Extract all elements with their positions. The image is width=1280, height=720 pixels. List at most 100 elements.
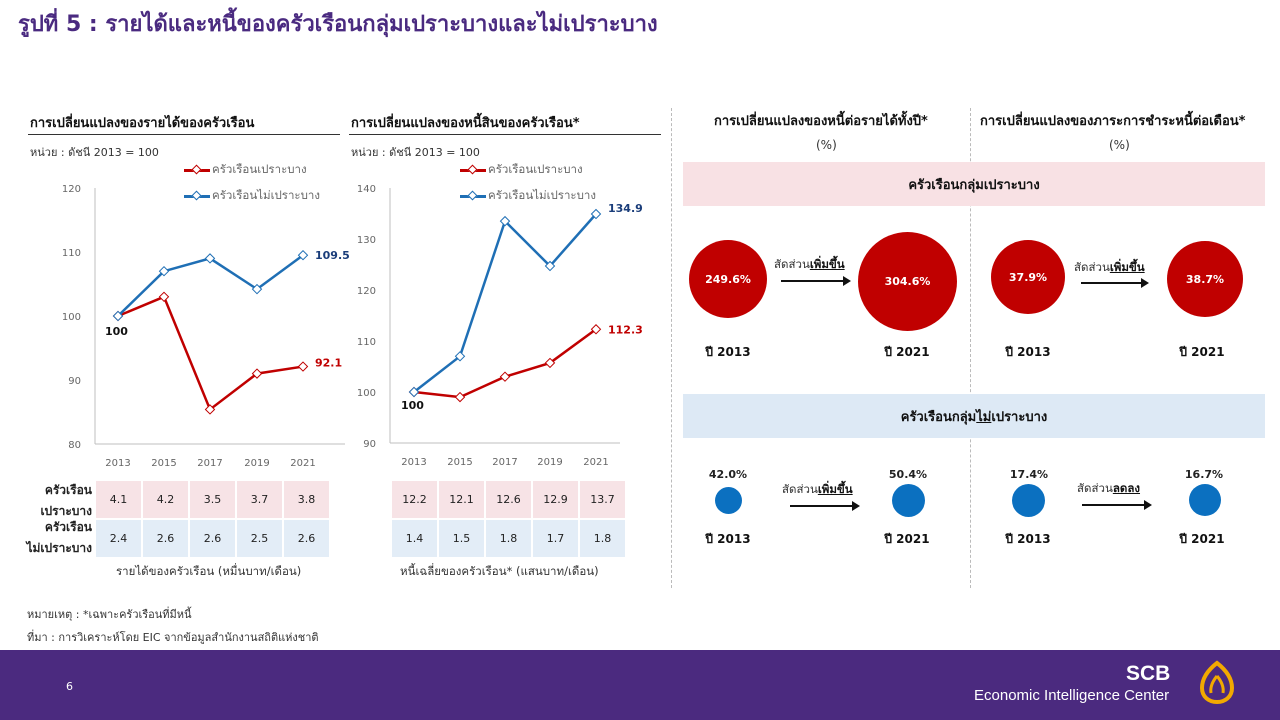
dsr-title: การเปลี่ยนแปลงของภาระการชำระหนี้ต่อเดือน… — [980, 114, 1246, 129]
change-word: เพิ่มขึ้น — [1109, 260, 1145, 274]
table-cell: 2.6 — [143, 520, 188, 557]
divider-right — [970, 108, 971, 588]
legend-line-blue — [460, 190, 486, 200]
table-cell: 12.6 — [486, 481, 531, 518]
end-label-non-vulnerable: 109.5 — [315, 249, 350, 262]
series-line-0 — [413, 328, 597, 399]
y-tick-label: 90 — [68, 376, 81, 387]
x-tick-label: 2019 — [244, 458, 269, 469]
vulnerable-dsr-year-2021: ปี 2021 — [1179, 345, 1225, 359]
table-cell: 2.6 — [284, 520, 329, 557]
y-tick-label: 80 — [68, 440, 81, 451]
non-vulnerable-dsr-2013-value: 17.4% — [1009, 468, 1049, 481]
page-number: 6 — [66, 680, 73, 693]
table-cell: 13.7 — [580, 481, 625, 518]
table-cell: 2.4 — [96, 520, 141, 557]
data-point-marker — [454, 351, 466, 362]
circle-value: 37.9% — [1008, 270, 1048, 284]
income-chart-title: การเปลี่ยนแปลงของรายได้ของครัวเรือน — [30, 116, 255, 131]
income-legend-non-vulnerable-label: ครัวเรือนไม่เปราะบาง — [212, 188, 320, 202]
vulnerable-dti-arrow — [781, 276, 851, 286]
x-tick-label: 2019 — [537, 457, 562, 468]
table-cell: 1.7 — [533, 520, 578, 557]
data-point-marker — [158, 265, 170, 277]
start-value-label: 100 — [105, 325, 128, 338]
non-vulnerable-dsr-arrow — [1082, 500, 1152, 510]
vulnerable-dti-year-2021: ปี 2021 — [884, 345, 930, 359]
table-cell: 1.5 — [439, 520, 484, 557]
y-tick-label: 140 — [357, 184, 376, 195]
income-legend-vulnerable-label: ครัวเรือนเปราะบาง — [212, 162, 307, 176]
income-legend-vulnerable: ครัวเรือนเปราะบาง — [184, 161, 307, 179]
data-point-marker — [454, 391, 466, 403]
legend-line-red — [460, 164, 486, 174]
table-cell: 12.9 — [533, 481, 578, 518]
income-chart-unit: หน่วย : ดัชนี 2013 = 100 — [30, 146, 159, 159]
debt-table: 12.2 12.1 12.6 12.9 13.7 1.4 1.5 1.8 1.7 1.8 — [392, 481, 625, 557]
non-vulnerable-dti-year-2021: ปี 2021 — [884, 532, 930, 546]
non-vulnerable-dti-arrow — [790, 501, 860, 511]
change-prefix: สัดส่วน — [774, 257, 810, 271]
y-tick-label: 100 — [357, 388, 376, 399]
y-tick-label: 120 — [357, 286, 376, 297]
circle-value: 38.7% — [1185, 272, 1225, 286]
debt-legend-non-vulnerable: ครัวเรือนไม่เปราะบาง — [460, 187, 596, 205]
table-cell: 1.4 — [392, 520, 437, 557]
data-point-marker — [251, 283, 263, 295]
vulnerable-dsr-arrow — [1081, 278, 1149, 288]
legend-line-blue — [184, 190, 210, 200]
non-vulnerable-dti-2013-dot — [715, 487, 742, 514]
non-vulnerable-dsr-year-2021: ปี 2021 — [1179, 532, 1225, 546]
circle-value: 304.6% — [884, 275, 931, 288]
vulnerable-banner: ครัวเรือนกลุ่มเปราะบาง — [683, 162, 1265, 206]
non-vulnerable-dsr-year-2013: ปี 2013 — [1005, 532, 1051, 546]
non-vulnerable-dsr-2021-dot — [1189, 484, 1221, 516]
vulnerable-dti-2021-circle: 304.6% — [858, 232, 957, 331]
table-cell: 1.8 — [486, 520, 531, 557]
source-note: ที่มา : การวิเคราะห์โดย EIC จากข้อมูลสำน… — [27, 631, 319, 644]
dti-unit: (%) — [816, 138, 837, 152]
vulnerable-dti-2013-circle: 249.6% — [689, 240, 767, 318]
y-tick-label: 130 — [357, 235, 376, 246]
data-point-marker — [297, 249, 309, 261]
non-vulnerable-dsr-2013-dot — [1012, 484, 1045, 517]
table-cell: 4.2 — [143, 481, 188, 518]
footnote: หมายเหตุ : *เฉพาะครัวเรือนที่มีหนี้ — [27, 608, 192, 621]
income-row-label-vulnerable: ครัวเรือน เปราะบาง — [22, 480, 92, 522]
table-cell: 3.7 — [237, 481, 282, 518]
data-point-marker — [590, 324, 602, 335]
x-tick-label: 2015 — [151, 458, 176, 469]
non-vulnerable-dti-year-2013: ปี 2013 — [705, 532, 751, 546]
table-cell: 4.1 — [96, 481, 141, 518]
scb-logo-icon — [1199, 660, 1235, 705]
series-line-1 — [413, 213, 597, 393]
page-title: รูปที่ 5 : รายได้และหนี้ของครัวเรือนกลุ่… — [18, 12, 658, 37]
change-word: เพิ่มขึ้น — [809, 257, 845, 271]
dti-title: การเปลี่ยนแปลงของหนี้ต่อรายได้ทั้งปี* — [714, 114, 928, 129]
data-point-marker — [204, 253, 216, 264]
x-tick-label: 2017 — [492, 457, 517, 468]
non-vulnerable-dti-2021-dot — [892, 484, 925, 517]
non-vulnerable-dsr-2021-value: 16.7% — [1184, 468, 1224, 481]
series-line-0 — [117, 295, 304, 412]
change-prefix: สัดส่วน — [1074, 260, 1110, 274]
data-point-marker — [112, 310, 124, 322]
y-tick-label: 110 — [62, 248, 81, 259]
start-value-label: 100 — [401, 399, 424, 412]
income-legend-non-vulnerable: ครัวเรือนไม่เปราะบาง — [184, 187, 320, 205]
y-tick-label: 110 — [357, 337, 376, 348]
table-cell: 2.6 — [190, 520, 235, 557]
footer-bar: 6 SCB Economic Intelligence Center — [0, 650, 1280, 720]
x-tick-label: 2013 — [105, 458, 130, 469]
debt-legend-vulnerable: ครัวเรือนเปราะบาง — [460, 161, 583, 179]
data-point-marker — [158, 291, 170, 303]
table-cell: 1.8 — [580, 520, 625, 557]
income-chart-title-underline — [28, 134, 340, 135]
income-table: 4.1 4.2 3.5 3.7 3.8 2.4 2.6 2.6 2.5 2.6 — [96, 481, 329, 557]
change-prefix: สัดส่วน — [782, 482, 818, 496]
income-row-label-non-vulnerable: ครัวเรือน ไม่เปราะบาง — [22, 517, 92, 559]
row-label-line1: ครัวเรือน — [44, 520, 92, 534]
end-label-vulnerable: 112.3 — [608, 323, 643, 336]
non-vulnerable-dti-2013-value: 42.0% — [708, 468, 748, 481]
vulnerable-dsr-year-2013: ปี 2013 — [1005, 345, 1051, 359]
